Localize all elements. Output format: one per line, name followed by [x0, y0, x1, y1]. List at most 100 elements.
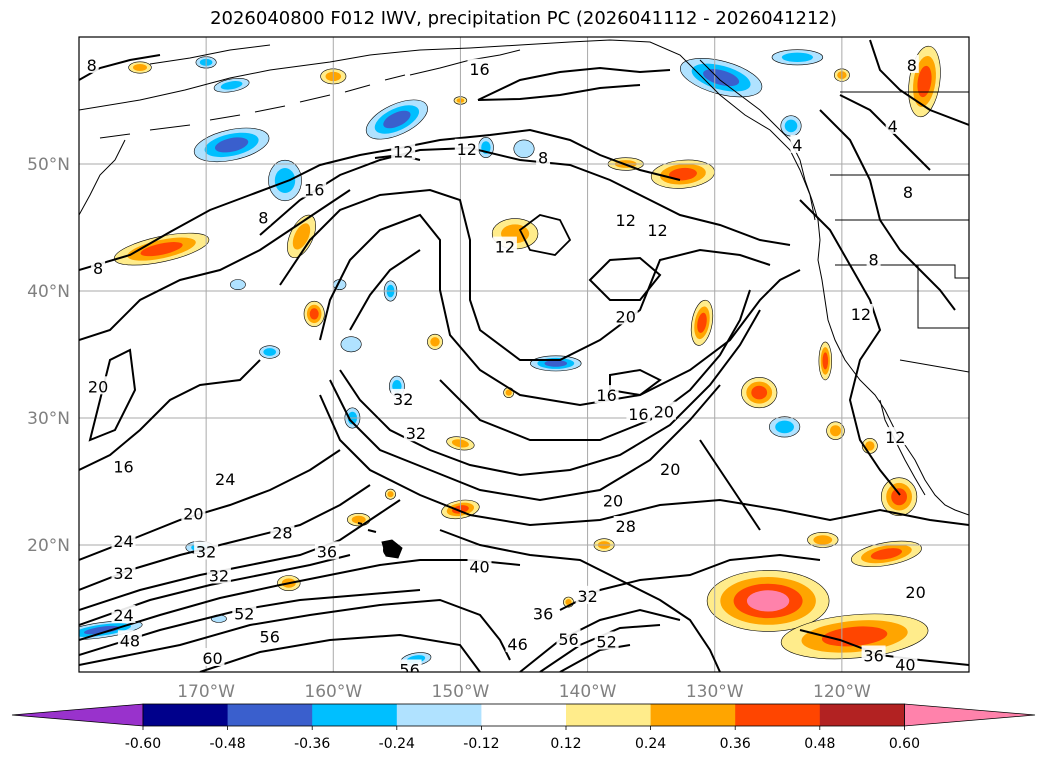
- contour-label-bg-27: [314, 541, 339, 560]
- contour-28-arc-1: [339, 309, 761, 477]
- contour-label-bg-40: [200, 648, 225, 666]
- lon-tick-label-1: 160°W: [304, 682, 362, 702]
- lon-tick-label-2: 150°W: [432, 682, 490, 702]
- contour-label-bg-17: [403, 423, 428, 442]
- neg-precip-patch-7-level-1: [784, 119, 798, 133]
- pos-precip-patch-27-level-1: [505, 389, 512, 396]
- contour-16-west: [79, 359, 261, 471]
- pos-precip-patch-5-level-1: [133, 64, 147, 71]
- alaska-west-coast: [79, 44, 271, 216]
- neg-precip-patch-14-level-2: [544, 360, 568, 367]
- contour-label-3: 12: [457, 140, 477, 159]
- contour-label-bg-34: [111, 604, 136, 623]
- contour-label-21: 20: [603, 492, 623, 511]
- hawaii-islands-small: [357, 522, 377, 533]
- contour-8-coast: [819, 109, 956, 311]
- gridlines: [79, 37, 969, 672]
- contour-label-6: 8: [258, 208, 268, 227]
- contour-32-east: [559, 553, 821, 611]
- contour-label-1: 8: [87, 56, 97, 75]
- contour-label-48: 4: [888, 117, 898, 136]
- colorbar-segment-2: [227, 704, 313, 726]
- neg-precip-patch-1-level-2: [383, 110, 411, 129]
- contour-label-9: 12: [495, 238, 515, 257]
- contour-label-23: 28: [616, 517, 636, 536]
- contour-label-7: 12: [616, 211, 636, 230]
- contour-label-bg-44: [848, 303, 873, 322]
- lat-tick-label-0: 50°N: [27, 155, 70, 175]
- lat-tick-label-3: 20°N: [27, 536, 70, 556]
- contour-52-band: [79, 598, 511, 666]
- contour-16-gyre: [279, 188, 771, 361]
- contour-label-26: 32: [196, 542, 216, 561]
- pos-precip-patch-1-level-1: [292, 223, 311, 250]
- colorbar-tick-label-8: 0.48: [804, 736, 835, 752]
- contour-12-inner-loop: [518, 214, 572, 256]
- contour-label-27: 36: [317, 542, 337, 561]
- contour-12-coast: [799, 199, 901, 496]
- colorbar-tick-label-5: 0.12: [550, 736, 581, 752]
- contour-40-east: [439, 529, 721, 672]
- lon-tick-label-3: 140°W: [559, 682, 617, 702]
- pos-precip-patch-19-level-3: [746, 590, 790, 612]
- colorbar: -0.60 -0.48 -0.36 -0.24 -0.12 0.12 0.24 0.36 0.4…: [11, 703, 1036, 752]
- colorbar-segment-3: [312, 704, 398, 726]
- colorbar-tick-label-1: -0.48: [209, 736, 245, 752]
- contour-label-bg-10: [91, 258, 106, 277]
- pos-precip-patch-0-level-2: [140, 242, 183, 257]
- contour-label-bg-46: [901, 181, 915, 200]
- contour-label-29: 32: [113, 564, 133, 583]
- contour-label-bg-12: [594, 385, 619, 404]
- contour-20-gyre-inner: [349, 249, 421, 331]
- pos-precip-patch-18-level-2: [891, 488, 907, 506]
- neg-precip-patch-22-level-0: [229, 279, 246, 290]
- colorbar-tick-label-2: -0.36: [294, 736, 330, 752]
- contour-label-bg-48: [885, 115, 900, 134]
- colorbar-tick-label-0: -0.60: [125, 736, 161, 752]
- lon-tick-label-5: 120°W: [813, 682, 871, 702]
- us-west-coast: [817, 219, 969, 516]
- contour-36-band: [79, 554, 351, 626]
- aleutian-islands: [99, 74, 406, 139]
- contour-8-gyre: [79, 128, 681, 271]
- colorbar-segment-6: [566, 704, 652, 726]
- colorbar-segment-4: [396, 704, 482, 726]
- contour-label-12: 16: [596, 386, 616, 405]
- contour-label-bg-4: [536, 147, 551, 166]
- lat-tick-label-2: 30°N: [27, 409, 70, 429]
- colorbar-tick-label-7: 0.36: [720, 736, 751, 752]
- neg-precip-patch-0-level-2: [214, 137, 249, 153]
- chart-title: 2026040800 F012 IWV, precipitation PC (2…: [210, 8, 837, 29]
- contour-48-band: [79, 589, 421, 656]
- contour-label-bg-21: [601, 490, 625, 509]
- contour-label-0: 16: [469, 60, 489, 79]
- contour-label-bg-18: [111, 456, 136, 475]
- contour-label-8: 12: [647, 221, 667, 240]
- contour-32-band: [79, 499, 401, 611]
- pos-precip-patch-20-level-2: [821, 626, 888, 647]
- contour-label-bg-31: [575, 585, 600, 604]
- contour-20-loop-east: [588, 256, 662, 301]
- colorbar-extend-high: [904, 703, 1036, 727]
- contour-36-arc: [319, 394, 969, 527]
- pos-precip-patch-26-level-1: [813, 535, 833, 545]
- contour-label-bg-29: [111, 562, 136, 581]
- lon-tick-label-0: 170°W: [177, 682, 235, 702]
- contour-label-bg-39: [505, 634, 530, 653]
- contour-label-34: 24: [113, 606, 133, 625]
- pos-precip-patch-25-level-1: [865, 441, 875, 451]
- contour-label-33: 36: [533, 605, 553, 624]
- colorbar-segment-8: [735, 704, 821, 726]
- hawaii-contour-blob: [383, 543, 397, 557]
- contour-label-15: 20: [88, 377, 108, 396]
- contour-label-bg-26: [194, 541, 219, 560]
- contour-label-bg-8: [645, 220, 670, 238]
- pos-precip-patch-13-level-2: [697, 312, 707, 333]
- neg-precip-patch-3-level-1: [220, 81, 243, 90]
- contour-label-30: 32: [209, 567, 229, 586]
- neg-precip-patch-2-level-1: [274, 168, 296, 193]
- contour-label-17: 32: [406, 424, 426, 443]
- contour-label-bg-24: [270, 522, 295, 541]
- contour-24-west: [79, 189, 351, 341]
